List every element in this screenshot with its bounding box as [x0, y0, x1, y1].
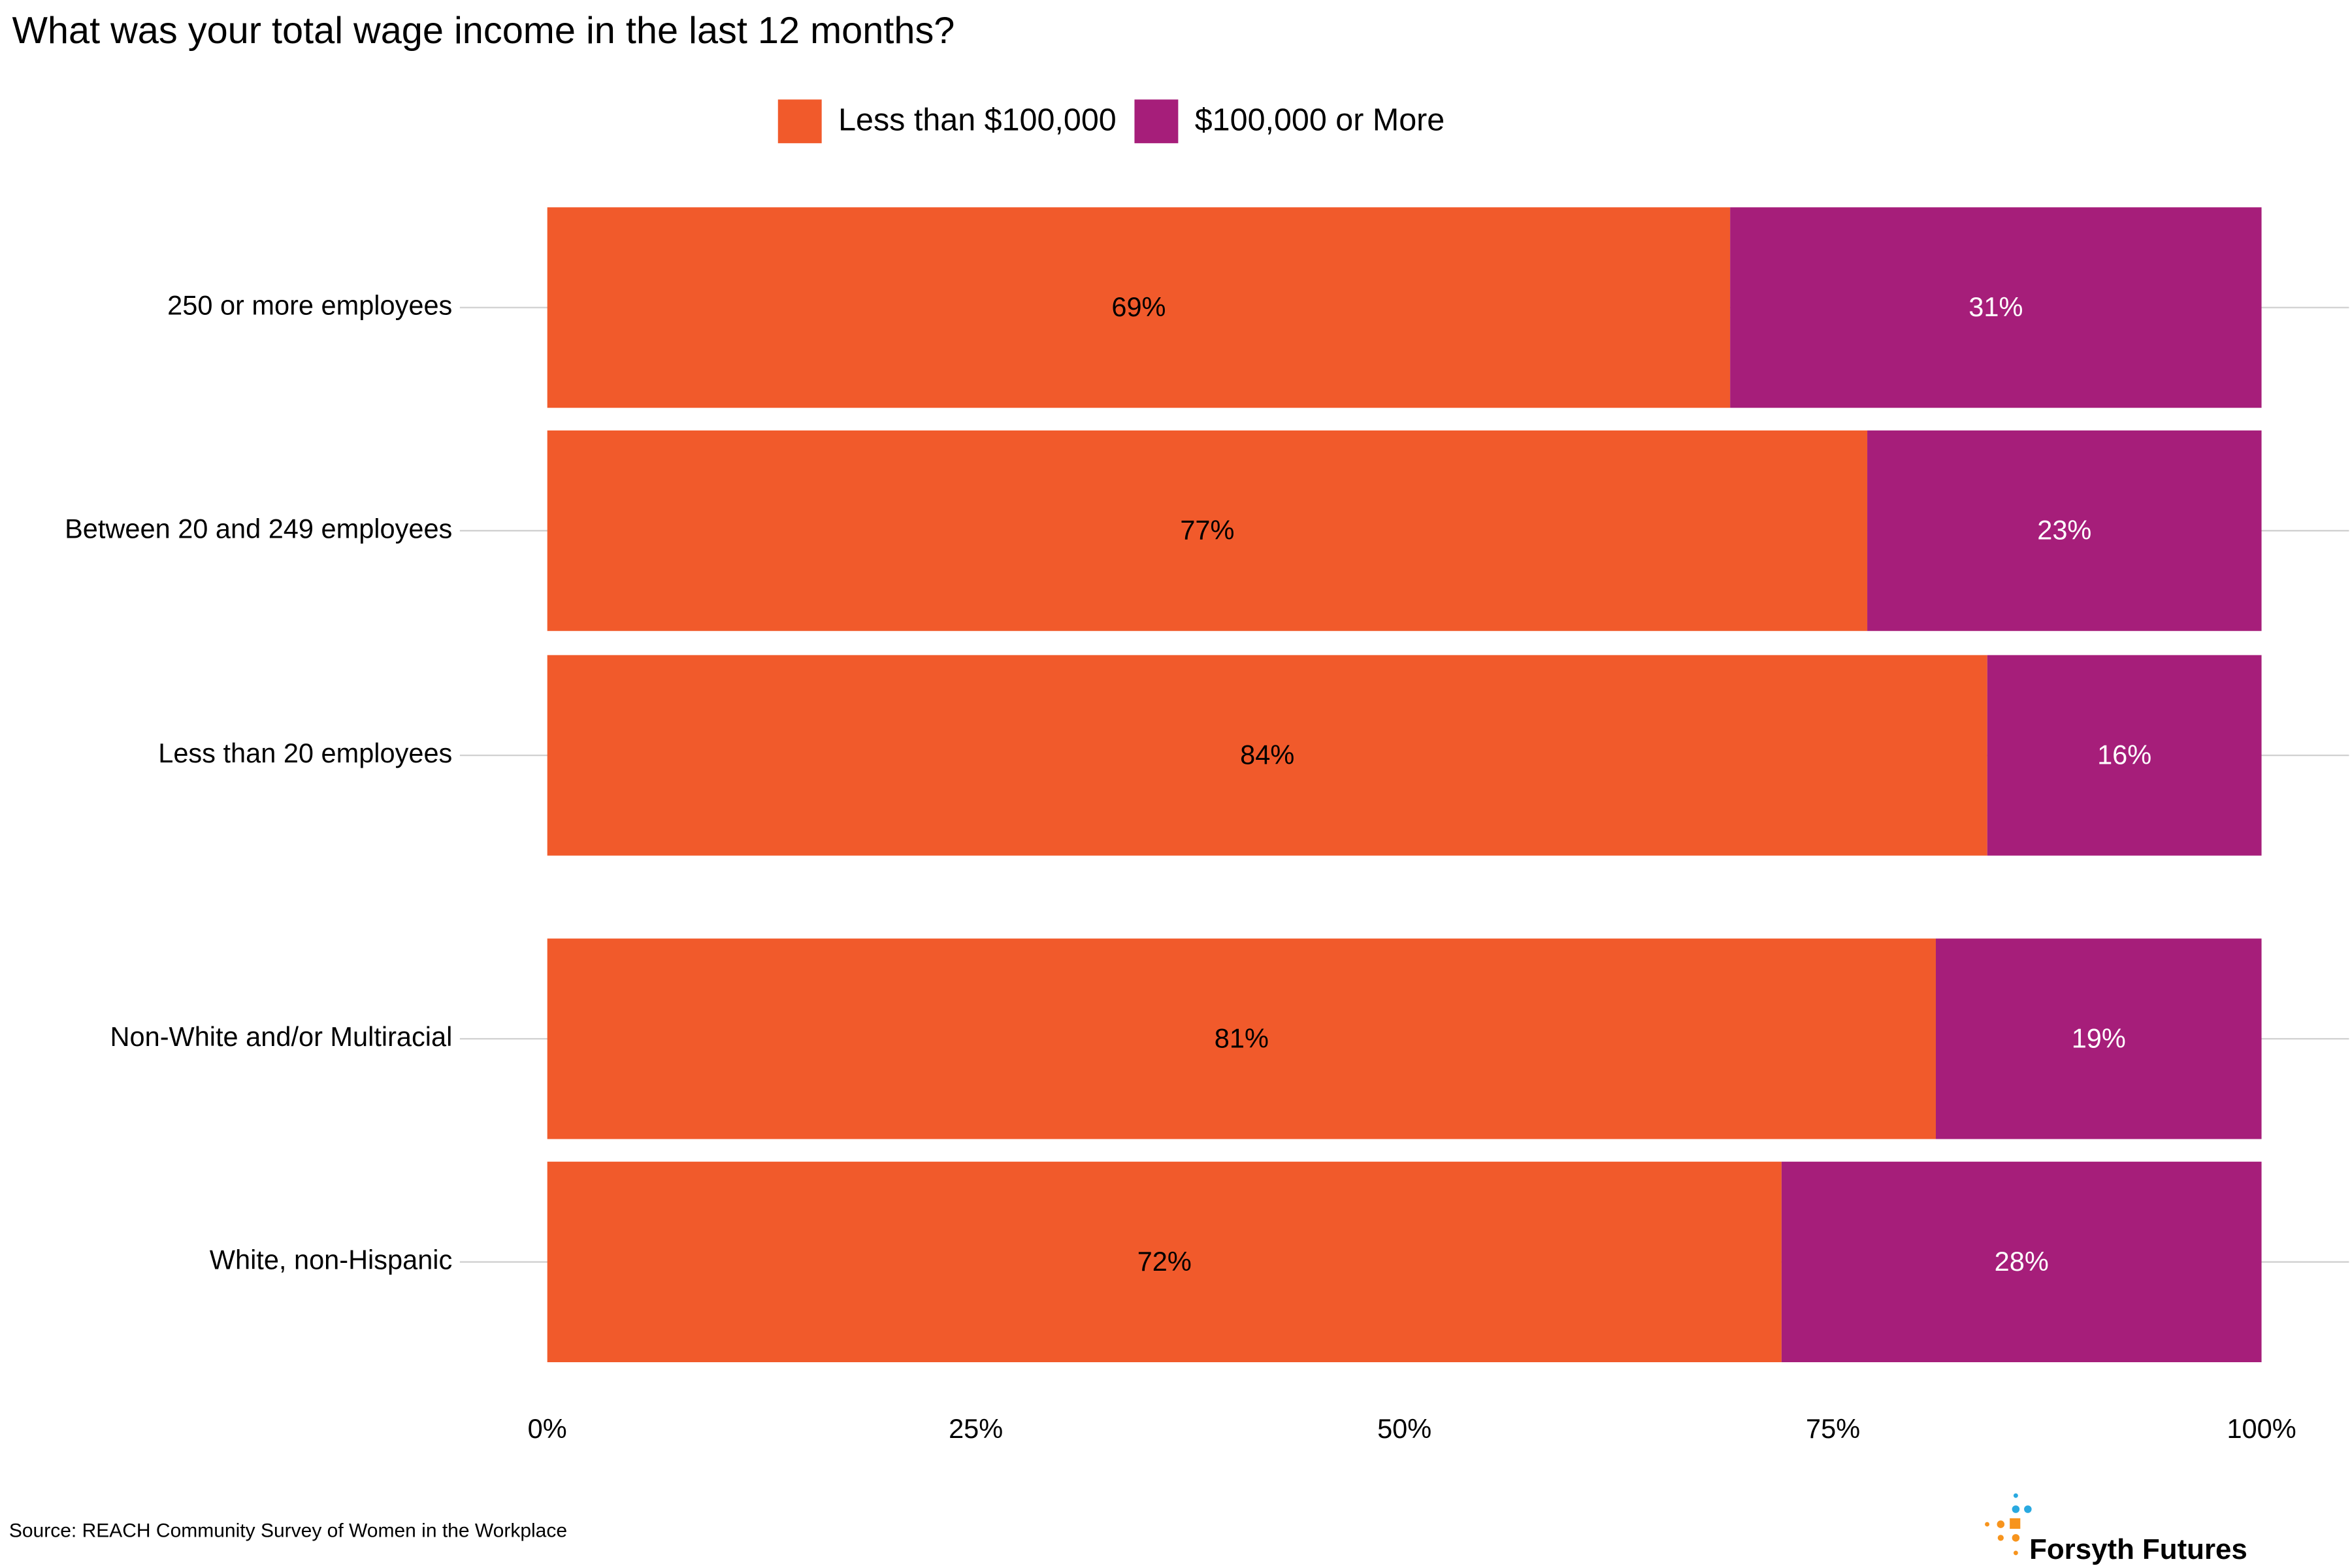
bar-segment [1730, 207, 2262, 408]
legend-swatch [1134, 99, 1179, 144]
x-tick-label: 50% [1377, 1413, 1431, 1444]
bar-segment [1781, 1162, 2262, 1362]
x-tick-label: 100% [2227, 1413, 2296, 1444]
bar-segment [547, 207, 1731, 408]
legend-swatch [777, 99, 822, 144]
bar-segment [547, 938, 1936, 1139]
chart-title: What was your total wage income in the l… [12, 10, 955, 52]
value-label: 16% [2097, 739, 2151, 770]
bar-segment [547, 1162, 1782, 1362]
bar-segment [1867, 430, 2262, 631]
bar-segment [1987, 655, 2262, 856]
value-label: 23% [2037, 515, 2091, 546]
x-tick-label: 25% [949, 1413, 1003, 1444]
value-label: 72% [1137, 1246, 1192, 1277]
bar-segment [547, 655, 1987, 856]
value-label: 81% [1215, 1022, 1269, 1053]
y-tick-label: White, non-Hispanic [210, 1245, 453, 1275]
x-tick-label: 75% [1806, 1413, 1860, 1444]
legend-label: Less than $100,000 [838, 103, 1117, 138]
y-tick-label: 250 or more employees [167, 290, 452, 321]
source: Source: REACH Community Survey of Women … [9, 1520, 567, 1542]
y-tick-label: Non-White and/or Multiracial [110, 1021, 453, 1052]
legend-label: $100,000 or More [1195, 103, 1445, 138]
y-tick-label: Less than 20 employees [158, 738, 452, 768]
value-label: 84% [1240, 739, 1294, 770]
bar-segment [1936, 938, 2262, 1139]
x-tick-label: 0% [528, 1413, 567, 1444]
logo-text: Forsyth Futures [2029, 1533, 2247, 1565]
bar-segment [547, 430, 1868, 631]
value-label: 31% [1968, 291, 2023, 322]
value-label: 69% [1111, 291, 1166, 322]
value-label: 19% [2072, 1022, 2126, 1053]
value-label: 77% [1180, 515, 1234, 546]
logo-dots [1985, 1493, 2032, 1556]
value-label: 28% [1995, 1246, 2049, 1277]
y-tick-label: Between 20 and 249 employees [65, 513, 452, 544]
